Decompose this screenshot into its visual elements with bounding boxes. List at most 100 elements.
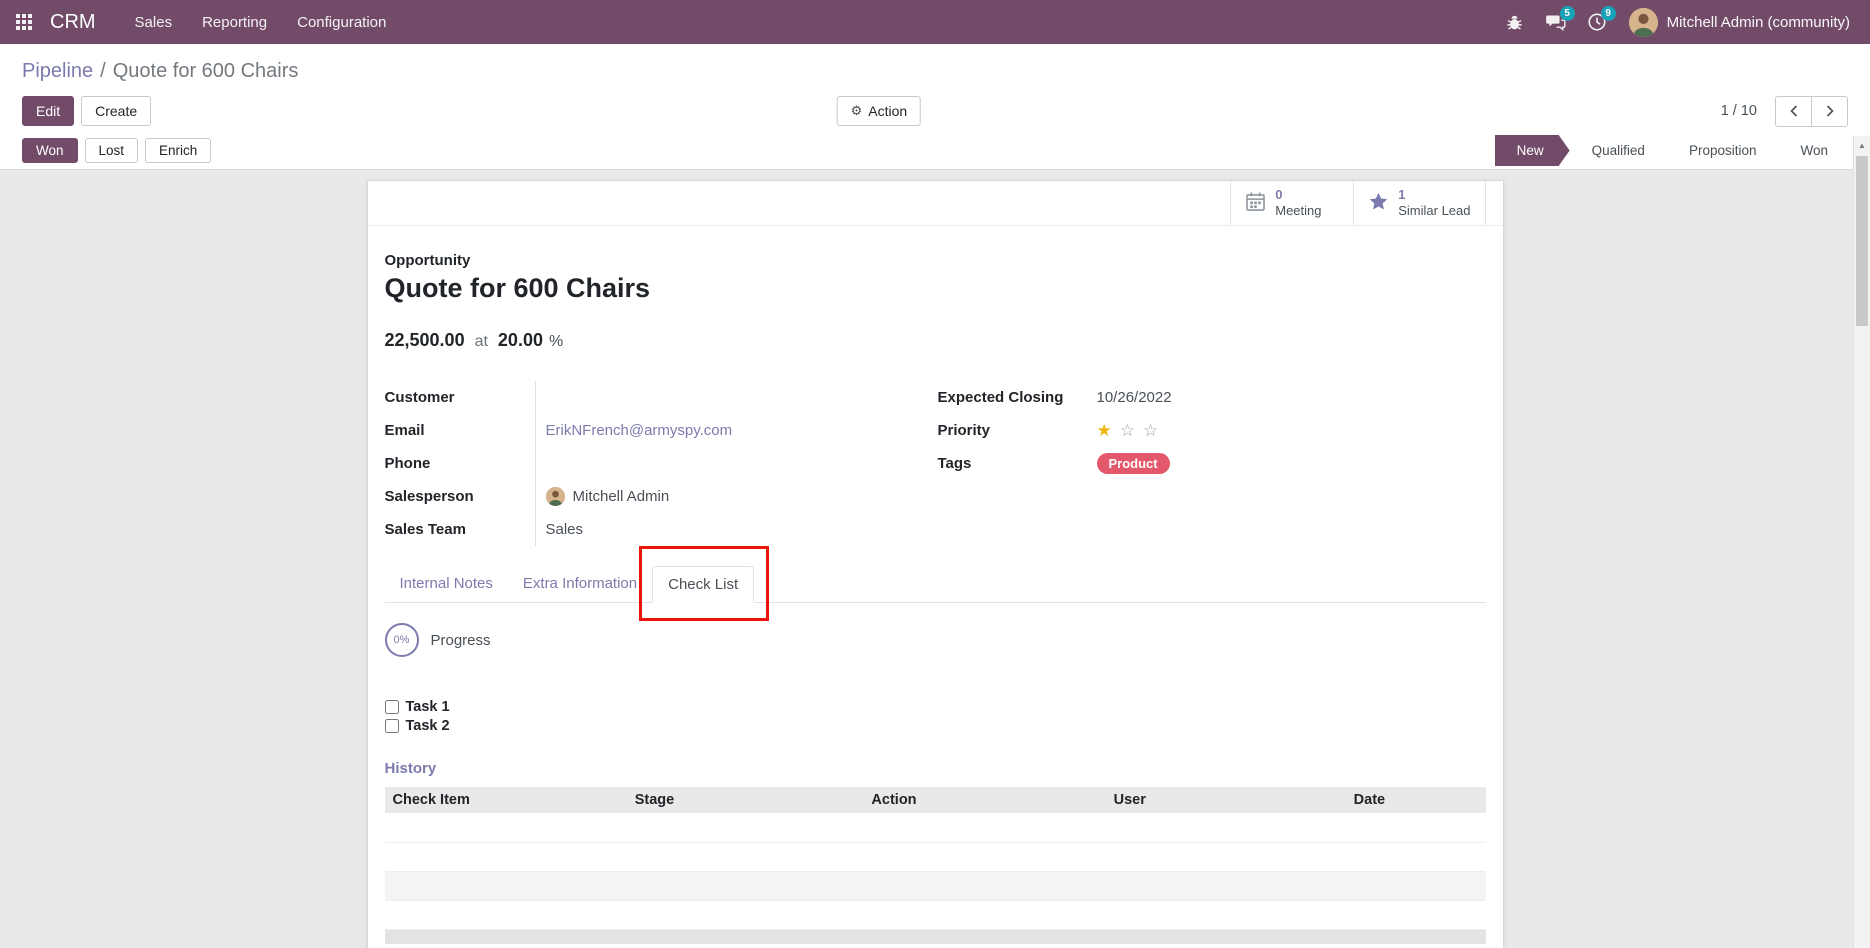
task-1-checkbox[interactable] [384, 700, 399, 714]
table-footer-bar [384, 929, 1486, 944]
history-section-title: History [384, 760, 437, 777]
meeting-count: 0 [1275, 186, 1283, 202]
task-list: Task 1 Task 2 [384, 699, 1486, 734]
chevron-right-icon [1826, 105, 1834, 117]
at-label: at [474, 333, 488, 350]
debug-bug-icon[interactable] [1498, 5, 1532, 39]
task-row-2: Task 2 [384, 718, 1486, 734]
field-groups: Customer Email ErikNFrench@armyspy.com P… [385, 381, 1486, 546]
similar-leads-stat-button[interactable]: 1 Similar Lead [1354, 181, 1486, 225]
history-empty-row [384, 871, 1486, 900]
apps-menu-icon[interactable] [16, 14, 32, 30]
field-row-priority: Priority ★ ☆ ☆ [938, 414, 1486, 447]
column-header-action[interactable]: Action [863, 787, 1106, 813]
probability-value: 20.00 [497, 330, 543, 350]
stat-button-box: 0 Meeting 1 Similar Lead [367, 181, 1503, 226]
edit-button[interactable]: Edit [22, 96, 75, 126]
column-header-user[interactable]: User [1105, 787, 1346, 813]
menu-reporting[interactable]: Reporting [202, 13, 268, 31]
column-header-check-item[interactable]: Check Item [384, 787, 627, 813]
top-navbar: CRM Sales Reporting Configuration 5 9 [0, 0, 1870, 44]
stage-new[interactable]: New [1495, 135, 1570, 166]
gear-icon: ⚙ [850, 103, 863, 118]
salesperson-value: Mitchell Admin [572, 488, 670, 505]
scroll-up-arrow-icon[interactable]: ▲ [1858, 140, 1866, 150]
history-empty-row [384, 813, 1486, 842]
action-menu-button[interactable]: ⚙ Action [836, 96, 922, 126]
progress-value: 0% [393, 634, 410, 646]
form-sheet: 0 Meeting 1 Similar Lead Opportunity Quo… [366, 180, 1504, 948]
history-empty-row [384, 900, 1486, 929]
record-title: Quote for 600 Chairs [384, 273, 651, 303]
customer-label: Customer [384, 389, 455, 406]
column-header-date[interactable]: Date [1345, 787, 1486, 813]
action-menu-label: Action [868, 103, 908, 119]
expected-revenue-value: 22,500.00 [384, 330, 465, 350]
email-link[interactable]: ErikNFrench@armyspy.com [545, 422, 733, 439]
pager-previous-button[interactable] [1775, 95, 1812, 127]
revenue-row: 22,500.00 at 20.00 % [385, 330, 1486, 351]
stage-qualified[interactable]: Qualified [1569, 135, 1667, 166]
similar-lead-label: Similar Lead [1398, 203, 1471, 218]
menu-sales[interactable]: Sales [134, 13, 173, 31]
breadcrumb-pipeline-link[interactable]: Pipeline [22, 59, 94, 82]
statusbar: Won Lost Enrich New Qualified Propositio… [0, 132, 1870, 170]
enrich-button[interactable]: Enrich [145, 138, 212, 163]
field-row-sales-team: Sales Team Sales [385, 513, 938, 546]
breadcrumb: Pipeline / Quote for 600 Chairs [0, 44, 1870, 90]
breadcrumb-current: Quote for 600 Chairs [112, 59, 299, 82]
navbar-systray: 5 9 Mitchell Admin (community) [1498, 5, 1858, 39]
scrollbar-thumb[interactable] [1856, 156, 1868, 326]
task-2-label: Task 2 [405, 718, 450, 734]
field-row-salesperson: Salesperson Mitchell Admin [385, 480, 938, 513]
history-table: Check Item Stage Action User Date [384, 787, 1486, 930]
vertical-scrollbar[interactable]: ▲ [1853, 136, 1870, 948]
lost-button[interactable]: Lost [84, 138, 139, 163]
field-row-phone: Phone [385, 447, 938, 480]
column-header-stage[interactable]: Stage [626, 787, 864, 813]
customer-value [534, 381, 938, 414]
menu-configuration[interactable]: Configuration [297, 13, 387, 31]
app-name[interactable]: CRM [50, 10, 96, 33]
task-2-checkbox[interactable] [384, 719, 399, 733]
create-button[interactable]: Create [81, 96, 152, 126]
main-menu: Sales Reporting Configuration [120, 0, 402, 44]
user-avatar[interactable] [1628, 7, 1658, 37]
won-button[interactable]: Won [22, 138, 78, 163]
star-icon [1368, 191, 1389, 215]
tab-extra-information[interactable]: Extra Information [522, 575, 638, 592]
tab-check-list[interactable]: Check List [639, 546, 770, 621]
progress-gauge: 0% [384, 623, 419, 657]
pager-count: 1 / 10 [1720, 103, 1757, 119]
progress-row: 0% Progress [384, 623, 1486, 657]
task-row-1: Task 1 [384, 699, 1486, 715]
priority-star-3-icon[interactable]: ☆ [1143, 421, 1159, 440]
phone-value [534, 447, 938, 480]
meeting-label: Meeting [1275, 203, 1322, 218]
field-group-left: Customer Email ErikNFrench@armyspy.com P… [385, 381, 938, 546]
history-header-row: Check Item Stage Action User Date [384, 787, 1486, 813]
task-1-label: Task 1 [405, 699, 450, 715]
stage-proposition[interactable]: Proposition [1666, 135, 1779, 166]
similar-lead-count: 1 [1398, 186, 1406, 202]
messages-icon[interactable]: 5 [1539, 5, 1575, 39]
field-group-right: Expected Closing 10/26/2022 Priority ★ ☆… [938, 381, 1486, 546]
priority-star-2-icon[interactable]: ☆ [1119, 421, 1135, 440]
phone-label: Phone [384, 455, 431, 472]
notebook-tabs: Internal Notes Extra Information Check L… [384, 546, 1486, 621]
activities-clock-icon[interactable]: 9 [1580, 5, 1616, 39]
field-row-customer: Customer [385, 381, 938, 414]
stage-won[interactable]: Won [1778, 135, 1850, 166]
tab-internal-notes[interactable]: Internal Notes [399, 575, 493, 592]
priority-star-1-icon[interactable]: ★ [1096, 421, 1112, 440]
expected-closing-label: Expected Closing [937, 389, 1064, 406]
stage-pipeline: New Qualified Proposition Won [1495, 135, 1850, 166]
user-menu[interactable]: Mitchell Admin (community) [1666, 13, 1850, 31]
expected-closing-value: 10/26/2022 [1096, 389, 1172, 406]
pager-next-button[interactable] [1811, 95, 1848, 127]
meetings-stat-button[interactable]: 0 Meeting [1230, 181, 1355, 225]
messages-badge: 5 [1559, 6, 1575, 21]
calendar-icon [1245, 191, 1266, 215]
salesperson-label: Salesperson [384, 488, 474, 505]
field-row-tags: Tags Product [938, 447, 1486, 480]
